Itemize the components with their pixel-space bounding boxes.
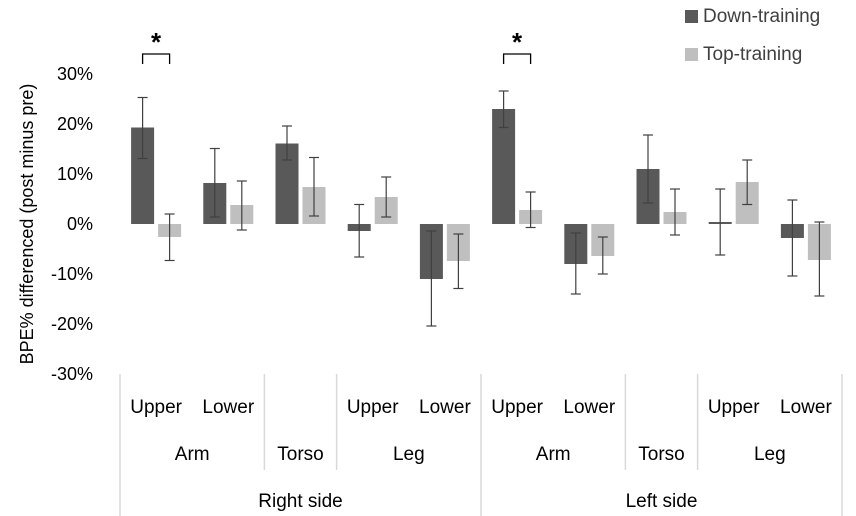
y-tick-label: 30% xyxy=(57,64,93,84)
y-tick-label: 10% xyxy=(57,164,93,184)
y-axis: 30% 20% 10% 0% -10% -20% -30% xyxy=(51,64,93,384)
significance-bracket xyxy=(502,53,532,64)
category-label: Leg xyxy=(393,444,425,465)
significance-bracket xyxy=(141,53,171,64)
category-label: Upper xyxy=(708,397,760,418)
category-label: Upper xyxy=(491,397,543,418)
significance-star: * xyxy=(151,27,162,57)
category-label: Left side xyxy=(626,491,698,512)
y-tick-label: -20% xyxy=(51,314,93,334)
category-label: Lower xyxy=(202,397,254,418)
category-label: Arm xyxy=(536,444,571,465)
category-label: Right side xyxy=(258,491,343,512)
legend-label: Top-training xyxy=(703,44,802,65)
bar xyxy=(492,109,516,224)
category-label: Upper xyxy=(130,397,182,418)
y-axis-label: BPE% differenced (post minus pre) xyxy=(17,84,37,365)
category-label: Lower xyxy=(780,397,832,418)
category-label: Lower xyxy=(419,397,471,418)
category-label: Arm xyxy=(175,444,210,465)
category-label: Torso xyxy=(277,444,323,465)
legend-label: Down-training xyxy=(703,6,820,27)
legend: Down-training Top-training xyxy=(685,6,820,65)
bar xyxy=(131,127,155,224)
y-tick-label: -30% xyxy=(51,364,93,384)
category-axis: Right side Left side Arm Torso Leg Arm Torso Le… xyxy=(119,374,843,516)
error-bar-group xyxy=(137,90,825,327)
legend-swatch xyxy=(685,10,698,23)
legend-swatch xyxy=(685,48,698,61)
y-tick-label: 20% xyxy=(57,114,93,134)
significance-markers: * * xyxy=(141,27,532,64)
category-label: Leg xyxy=(754,444,786,465)
category-label: Upper xyxy=(347,397,399,418)
category-label: Torso xyxy=(638,444,684,465)
y-tick-label: 0% xyxy=(67,214,93,234)
significance-star: * xyxy=(512,27,523,57)
bar xyxy=(275,143,299,224)
bar-series-group xyxy=(131,109,831,279)
y-tick-label: -10% xyxy=(51,264,93,284)
category-label: Lower xyxy=(563,397,615,418)
